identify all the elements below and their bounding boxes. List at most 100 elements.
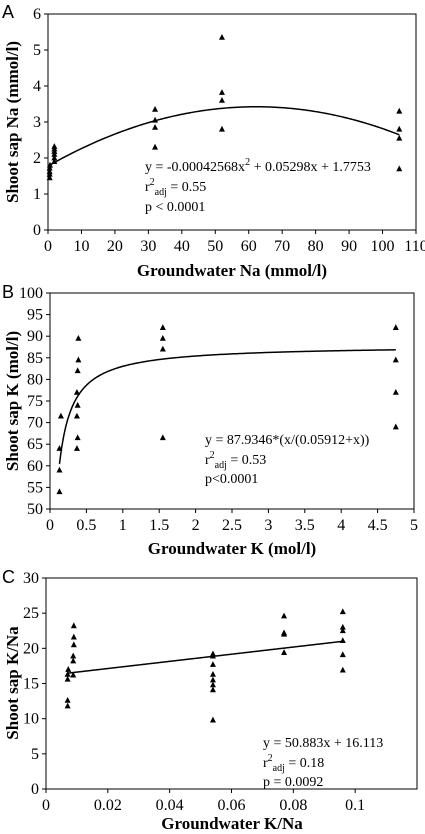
panel-b-y-tick-label: 100 bbox=[19, 285, 43, 302]
panel-b-x-tick-label: 5 bbox=[410, 517, 418, 534]
panel-b-data-point bbox=[74, 367, 81, 374]
panel-b-r2: r2adj = 0.53 bbox=[205, 450, 266, 471]
panel-c-data-point bbox=[70, 652, 77, 659]
panel-a-data-point bbox=[218, 97, 225, 103]
panel-b-data-point bbox=[75, 334, 82, 341]
panel-a-y-tick-label: 0 bbox=[33, 222, 41, 239]
panel-a-data-point bbox=[152, 124, 159, 130]
panel-b-data-point bbox=[392, 423, 399, 430]
panel-c-x-tick-label: 0.08 bbox=[279, 797, 307, 814]
panel-c-y-label: Shoot sap K/Na bbox=[3, 626, 22, 740]
panel-c-data-point bbox=[209, 716, 216, 723]
panel-b-y-tick-label: 75 bbox=[27, 393, 43, 410]
panel-c-x-tick-label: 0.04 bbox=[156, 797, 184, 814]
panel-c-y-ticks: 0 5 10 15 20 25 30 bbox=[23, 570, 46, 798]
panel-b-y-tick-label: 60 bbox=[27, 458, 43, 475]
panel-b-data-point bbox=[73, 412, 80, 419]
panel-a-x-tick-label: 50 bbox=[207, 238, 223, 255]
panel-c-data-point bbox=[339, 627, 346, 634]
panel-b-x-tick-label: 4 bbox=[337, 517, 345, 534]
panel-c-data-point bbox=[209, 650, 216, 657]
panel-b-data-point bbox=[159, 334, 166, 341]
panel-c-y-tick-label: 5 bbox=[31, 746, 39, 763]
panel-c-fit-line bbox=[67, 640, 343, 674]
panel-b-x-tick-label: 3 bbox=[264, 517, 272, 534]
panel-c-x-ticks: 0 0.02 0.04 0.06 0.08 0.1 bbox=[42, 789, 365, 814]
panel-a-x-tick-label: 60 bbox=[241, 238, 257, 255]
panel-a-y-label: Shoot sap Na (mmol/l) bbox=[3, 41, 22, 203]
panel-a-x-label: Groundwater Na (mmol/l) bbox=[137, 261, 327, 280]
panel-b: B 50 55 60 65 70 75 80 85 90 95 100 0 0.5 1 1.5 2 2.5 3 3… bbox=[2, 282, 418, 558]
panel-b-data-point bbox=[73, 388, 80, 395]
panel-b-y-tick-label: 65 bbox=[27, 436, 43, 453]
panel-a-data-point bbox=[152, 116, 159, 123]
panel-b-x-ticks: 0 0.5 1 1.5 2 2.5 3 3.5 4 4.5 5 bbox=[46, 509, 418, 534]
panel-b-data-point bbox=[392, 324, 399, 330]
panel-b-x-tick-label: 0 bbox=[46, 517, 54, 534]
panel-c-data-point bbox=[339, 608, 346, 615]
panel-b-y-label: Shoot sap K (mol/l) bbox=[3, 331, 22, 471]
panel-a-data-point bbox=[51, 143, 58, 149]
panel-b-x-label: Groundwater K (mol/l) bbox=[148, 539, 316, 558]
panel-c-data-point bbox=[64, 702, 71, 709]
panel-a-y-tick-label: 3 bbox=[33, 114, 41, 131]
panel-c-y-tick-label: 0 bbox=[31, 781, 39, 798]
panel-a-x-tick-label: 80 bbox=[308, 238, 324, 255]
panel-b-data-point bbox=[57, 412, 64, 419]
panel-c-x-tick-label: 0.06 bbox=[218, 797, 246, 814]
panel-a-x-tick-label: 30 bbox=[140, 238, 156, 255]
panel-c: C 0 5 10 15 20 25 30 0 0.02 0.04 0.06 0.08 0.1 Shoo… bbox=[2, 567, 418, 833]
panel-b-data-point bbox=[74, 434, 81, 441]
panel-c-r2: r2adj = 0.18 bbox=[263, 753, 324, 774]
panel-b-y-ticks: 50 55 60 65 70 75 80 85 90 95 100 bbox=[19, 285, 50, 518]
panel-b-data-point bbox=[392, 356, 399, 363]
panel-b-x-tick-label: 0.5 bbox=[76, 517, 96, 534]
panel-a-data-point bbox=[51, 158, 58, 164]
panel-b-x-tick-label: 1.5 bbox=[149, 517, 169, 534]
panel-a-y-tick-label: 4 bbox=[33, 78, 41, 95]
panel-c-data-point bbox=[70, 657, 77, 664]
panel-b-x-tick-label: 1 bbox=[119, 517, 127, 534]
panel-c-data-point bbox=[209, 676, 216, 683]
panel-a-x-tick-label: 10 bbox=[73, 238, 89, 255]
panel-c-data-point bbox=[70, 622, 77, 629]
panel-b-y-tick-label: 90 bbox=[27, 328, 43, 345]
panel-a-data-point bbox=[218, 89, 225, 95]
panel-b-y-tick-label: 55 bbox=[27, 479, 43, 496]
panel-b-data-point bbox=[56, 445, 63, 451]
panel-b-data-point bbox=[392, 388, 399, 395]
panel-a: A 0 1 2 3 4 5 6 0 10 20 30 40 50 60 70 80 90 100 110 Shoo… bbox=[2, 2, 425, 280]
panel-c-data-point bbox=[209, 670, 216, 677]
panel-c-equation: y = 50.883x + 16.113 bbox=[263, 736, 383, 751]
panel-a-x-tick-label: 40 bbox=[174, 238, 190, 255]
panel-c-y-tick-label: 30 bbox=[23, 570, 39, 587]
panel-a-x-tick-label: 110 bbox=[404, 238, 425, 255]
panel-c-letter: C bbox=[2, 567, 15, 587]
panel-c-y-tick-label: 20 bbox=[23, 640, 39, 657]
panel-b-y-tick-label: 50 bbox=[27, 501, 43, 518]
panel-c-data-point bbox=[281, 649, 288, 655]
panel-a-y-ticks: 0 1 2 3 4 5 6 bbox=[33, 6, 48, 239]
panel-a-data-point bbox=[396, 134, 403, 141]
panel-a-data-point bbox=[218, 125, 225, 132]
panel-a-x-tick-label: 0 bbox=[44, 238, 52, 255]
panel-b-points bbox=[56, 324, 399, 495]
panel-a-data-point bbox=[152, 106, 159, 112]
panel-b-x-tick-label: 2 bbox=[192, 517, 200, 534]
panel-a-x-tick-label: 90 bbox=[341, 238, 357, 255]
panel-a-data-point bbox=[51, 154, 58, 161]
panel-a-data-point bbox=[152, 143, 159, 150]
panel-a-r2: r2adj = 0.55 bbox=[145, 177, 206, 198]
panel-b-data-point bbox=[75, 356, 82, 363]
panel-a-points bbox=[46, 34, 403, 181]
panel-c-data-point bbox=[64, 675, 71, 682]
panel-a-y-tick-label: 6 bbox=[33, 6, 41, 23]
panel-c-y-tick-label: 25 bbox=[23, 605, 39, 622]
panel-c-y-tick-label: 10 bbox=[23, 711, 39, 728]
panel-c-data-point bbox=[64, 696, 71, 703]
panel-c-data-point bbox=[64, 670, 71, 677]
panel-b-data-point bbox=[159, 434, 166, 441]
panel-a-fit-curve bbox=[49, 106, 400, 166]
panel-b-p-value: p<0.0001 bbox=[205, 472, 258, 487]
panel-b-y-tick-label: 85 bbox=[27, 350, 43, 367]
